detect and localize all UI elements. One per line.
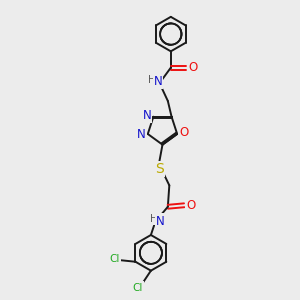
Text: O: O — [186, 199, 195, 212]
Text: Cl: Cl — [132, 283, 142, 292]
Text: O: O — [179, 126, 188, 139]
Text: Cl: Cl — [110, 254, 120, 264]
Text: O: O — [188, 61, 197, 74]
Text: N: N — [156, 214, 165, 227]
Text: H: H — [148, 75, 155, 85]
Text: N: N — [154, 75, 162, 88]
Text: H: H — [150, 214, 158, 224]
Text: N: N — [137, 128, 146, 141]
Text: S: S — [155, 162, 164, 176]
Text: N: N — [142, 109, 151, 122]
